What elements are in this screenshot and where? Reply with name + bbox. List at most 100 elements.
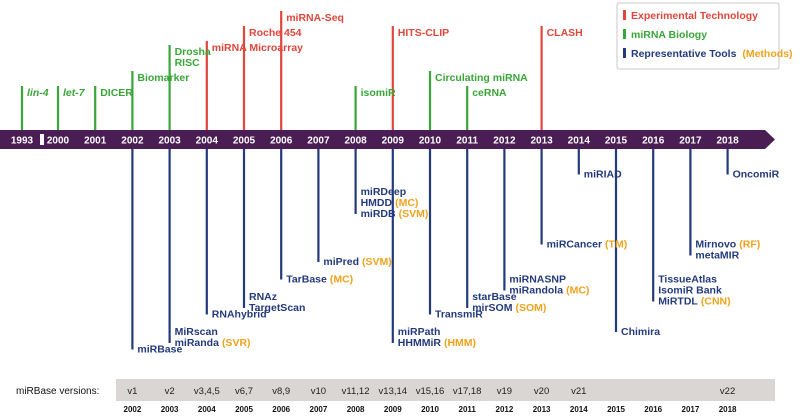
tool-name: metaMIR — [695, 250, 739, 262]
tool-method: (SVM) — [399, 208, 429, 220]
tool-name: miRanda — [175, 337, 220, 349]
tool-name: HMDD — [361, 197, 393, 209]
version-label-2011: v17,18 — [453, 386, 482, 397]
top-event-label-2003-0: Drosha — [175, 46, 211, 58]
tool-name: TissueAtlas — [658, 274, 717, 286]
legend-tools-label: Representative Tools (Methods) — [631, 48, 793, 60]
timeline-year-2001: 2001 — [84, 136, 107, 147]
version-label-2006: v8,9 — [272, 386, 290, 397]
tool-name: MiRscan — [175, 326, 218, 338]
timeline-year-2000: 2000 — [47, 136, 70, 147]
tool-name: IsomiR Bank — [658, 285, 722, 297]
tool-name: TarBase — [286, 274, 327, 286]
timeline-year-2016: 2016 — [642, 136, 665, 147]
tool-name: miPred — [323, 256, 359, 268]
version-label-2013: v20 — [534, 386, 549, 397]
version-year-2018: 2018 — [719, 405, 737, 414]
version-label-2003: v2 — [165, 386, 175, 397]
tool-name: TargetScan — [249, 302, 305, 314]
timeline-year-2008: 2008 — [344, 136, 367, 147]
version-label-2002: v1 — [127, 386, 137, 397]
tool-label-2009-1: HHMMiR (HMM) — [398, 337, 476, 349]
tool-label-2006-0: TarBase (MC) — [286, 274, 353, 286]
versions-band-bg — [116, 379, 775, 401]
tool-method: (TM) — [605, 239, 627, 251]
timeline-break — [40, 134, 44, 145]
version-year-2012: 2012 — [496, 405, 514, 414]
tool-name: HHMMiR — [398, 337, 442, 349]
top-event-label-2011-0: ceRNA — [472, 87, 507, 99]
tool-label-2013-0: miRCancer (TM) — [547, 239, 628, 251]
version-year-2017: 2017 — [682, 405, 700, 414]
top-event-label-2004-0: miRNA Microarray — [212, 42, 303, 54]
top-event-label-2002-0: Biomarker — [137, 72, 189, 84]
timeline-year-2018: 2018 — [716, 136, 739, 147]
legend-biology-swatch — [623, 29, 626, 39]
tool-label-2011-1: mirSOM (SOM) — [472, 302, 546, 314]
legend-tools-text: Representative Tools — [631, 48, 737, 60]
version-year-2004: 2004 — [198, 405, 216, 414]
version-year-2011: 2011 — [459, 405, 477, 414]
tool-name: RNAhybrid — [212, 309, 267, 321]
mirbase-versions-band: miRBase versions: v1 v2 v3,4,5 v6,7 v8,9 v10 v1… — [16, 379, 775, 414]
timeline-year-2017: 2017 — [679, 136, 702, 147]
legend-experimental-swatch — [623, 10, 626, 20]
tool-label-2005-0: RNAz — [249, 291, 277, 303]
tool-method: (MC) — [330, 274, 353, 286]
top-event-label-2013-0: CLASH — [547, 27, 583, 39]
top-event-label-2006-0: miRNA-Seq — [286, 12, 344, 24]
legend-experimental-label: Experimental Technology — [631, 10, 758, 22]
tool-method: (MC) — [395, 197, 418, 209]
timeline-year-2007: 2007 — [307, 136, 330, 147]
tool-label-2003-0: MiRscan — [175, 326, 218, 338]
top-event-label-2005-0: Roche 454 — [249, 27, 302, 39]
tool-label-2016-0: TissueAtlas — [658, 274, 717, 286]
tool-label-2016-2: MiRTDL (CNN) — [658, 296, 730, 308]
tool-name: RNAz — [249, 291, 277, 303]
tool-label-2004-0: RNAhybrid — [212, 309, 267, 321]
version-year-2016: 2016 — [644, 405, 662, 414]
legend-tools-swatch — [623, 48, 626, 58]
tool-label-2012-1: miRandola (MC) — [509, 285, 589, 297]
version-year-2003: 2003 — [161, 405, 179, 414]
version-year-2007: 2007 — [310, 405, 328, 414]
timeline-year-2011: 2011 — [456, 136, 478, 147]
tool-name: miRIAD — [584, 169, 622, 181]
tool-label-2017-0: Mirnovo (RF) — [695, 239, 760, 251]
top-event-label-2003-1: RISC — [175, 57, 201, 69]
tool-label-2017-1: metaMIR — [695, 250, 739, 262]
version-label-2009: v13,14 — [379, 386, 408, 397]
tool-name: miRDB — [361, 208, 396, 220]
timeline-year-1993: 1993 — [11, 136, 34, 147]
version-label-2004: v3,4,5 — [194, 386, 220, 397]
tool-label-2008-2: miRDB (SVM) — [361, 208, 429, 220]
version-year-2005: 2005 — [235, 405, 253, 414]
tool-label-2012-0: miRNASNP — [509, 274, 566, 286]
timeline-year-2013: 2013 — [530, 136, 553, 147]
tool-method: (MC) — [566, 285, 589, 297]
timeline-year-2010: 2010 — [419, 136, 442, 147]
tool-method: (CNN) — [701, 296, 731, 308]
tool-name: miRCancer — [547, 239, 602, 251]
version-label-2010: v15,16 — [416, 386, 445, 397]
tool-label-2005-1: TargetScan — [249, 302, 305, 314]
version-label-2007: v10 — [311, 386, 326, 397]
version-year-2010: 2010 — [421, 405, 439, 414]
tool-name: miRandola — [509, 285, 563, 297]
tool-name: mirSOM — [472, 302, 513, 314]
tool-label-2016-1: IsomiR Bank — [658, 285, 722, 297]
timeline-year-2004: 2004 — [196, 136, 219, 147]
version-year-2008: 2008 — [347, 405, 365, 414]
top-event-label-2010-0: Circulating miRNA — [435, 72, 528, 84]
version-label-2005: v6,7 — [235, 386, 253, 397]
version-year-2013: 2013 — [533, 405, 551, 414]
tool-method: (SOM) — [515, 302, 546, 314]
top-event-label-2009-0: HITS-CLIP — [398, 27, 449, 39]
timeline-bar: 1993 2000 2001 2002 2003 2004 2005 2006 2007 2008… — [0, 130, 775, 149]
tool-label-2011-0: starBase — [472, 291, 517, 303]
top-event-label-2001-0: DICER — [100, 87, 133, 99]
legend: Experimental Technology miRNA Biology Re… — [616, 2, 793, 70]
tool-name: Mirnovo — [695, 239, 736, 251]
timeline-year-2014: 2014 — [568, 136, 591, 147]
